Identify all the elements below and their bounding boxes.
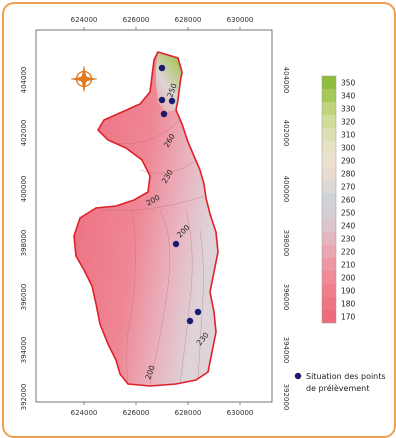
colorbar-swatch [322, 154, 336, 167]
colorbar-swatch [322, 284, 336, 297]
legend-point-icon [294, 372, 302, 380]
colorbar-label: 170 [341, 313, 356, 322]
x-tick-label: 630000 [227, 16, 254, 24]
colorbar-label: 310 [341, 131, 356, 140]
y-tick-label: 392000 [282, 384, 290, 411]
colorbar-swatch [322, 206, 336, 219]
colorbar-swatch [322, 89, 336, 102]
colorbar-label: 180 [341, 300, 356, 309]
y-tick-label: 404000 [20, 67, 28, 94]
colorbar-label: 210 [341, 261, 356, 270]
colorbar-label: 270 [341, 183, 356, 192]
colorbar-label: 330 [341, 105, 356, 114]
y-tick-label: 394000 [20, 337, 28, 364]
study-zone-area [74, 52, 218, 386]
contour-line [139, 159, 197, 174]
x-tick-label: 628000 [175, 409, 202, 417]
y-tick-label: 394000 [282, 337, 290, 364]
x-tick-label: 630000 [227, 409, 254, 417]
right-y-axis: 404000 402000 400000 398000 396000 39400… [282, 67, 290, 411]
colorbar-label: 220 [341, 248, 356, 257]
colorbar-label: 200 [341, 274, 356, 283]
colorbar-label: 240 [341, 222, 356, 231]
y-tick-label: 400000 [20, 176, 28, 203]
contour-line [109, 119, 181, 144]
contour-line [126, 209, 136, 385]
y-tick-label: 396000 [20, 284, 28, 311]
colorbar-swatch [322, 245, 336, 258]
x-tick-label: 624000 [71, 409, 98, 417]
zone-boundary [73, 51, 219, 387]
colorbar-label: 230 [341, 235, 356, 244]
colorbar-swatch [322, 193, 336, 206]
y-tick-label: 392000 [20, 384, 28, 411]
contour-line [99, 195, 205, 211]
bottom-x-axis: 624000 626000 628000 630000 [71, 402, 254, 417]
colorbar-label: 320 [341, 118, 356, 127]
contour-line [149, 209, 171, 385]
sampling-point [158, 96, 166, 104]
x-tick-label: 628000 [175, 16, 202, 24]
compass-icon [70, 65, 98, 93]
colorbar-swatch [322, 219, 336, 232]
colorbar-label: 190 [341, 287, 356, 296]
y-tick-label: 398000 [282, 230, 290, 257]
sampling-point [172, 240, 180, 248]
study-zone [73, 51, 219, 387]
y-tick-label: 404000 [282, 67, 290, 94]
colorbar-label: 300 [341, 144, 356, 153]
legend-label-line1: Situation des points [306, 372, 386, 381]
colorbar-swatch [322, 297, 336, 310]
colorbar-label: 350 [341, 79, 356, 88]
sampling-point [160, 110, 168, 118]
top-x-axis: 624000 626000 628000 630000 [71, 16, 254, 30]
colorbar-swatch [322, 167, 336, 180]
colorbar-swatch [322, 76, 336, 89]
colorbar-swatch [322, 141, 336, 154]
y-tick-label: 396000 [282, 284, 290, 311]
sampling-point [194, 308, 202, 316]
sampling-points [158, 64, 202, 325]
colorbar: 350 340 330 320 310 300 290 280 270 260 250 240 230 2… [321, 75, 356, 324]
colorbar-swatch [322, 271, 336, 284]
x-tick-label: 624000 [71, 16, 98, 24]
y-tick-label: 402000 [20, 120, 28, 147]
left-y-axis: 404000 402000 400000 398000 396000 39400… [20, 67, 28, 411]
legend-label-line2: de prélèvement [306, 383, 369, 393]
colorbar-swatch [322, 180, 336, 193]
colorbar-swatch [322, 128, 336, 141]
colorbar-swatch [322, 115, 336, 128]
contour-line [197, 229, 204, 379]
colorbar-swatch [322, 102, 336, 115]
contour-line [179, 209, 193, 385]
colorbar-label: 340 [341, 92, 356, 101]
sampling-point [158, 64, 166, 72]
colorbar-swatch [322, 258, 336, 271]
y-tick-label: 402000 [282, 120, 290, 147]
y-tick-label: 400000 [282, 176, 290, 203]
colorbar-label: 260 [341, 196, 356, 205]
x-tick-label: 626000 [123, 409, 150, 417]
colorbar-label: 280 [341, 170, 356, 179]
colorbar-swatch [322, 310, 336, 323]
colorbar-border [321, 75, 337, 324]
colorbar-label: 250 [341, 209, 356, 218]
colorbar-swatch [322, 232, 336, 245]
sampling-point [168, 97, 176, 105]
colorbar-label: 290 [341, 157, 356, 166]
x-tick-label: 626000 [123, 16, 150, 24]
y-tick-label: 398000 [20, 230, 28, 257]
legend: Situation des points de prélèvement [294, 372, 386, 393]
sampling-point [186, 317, 194, 325]
